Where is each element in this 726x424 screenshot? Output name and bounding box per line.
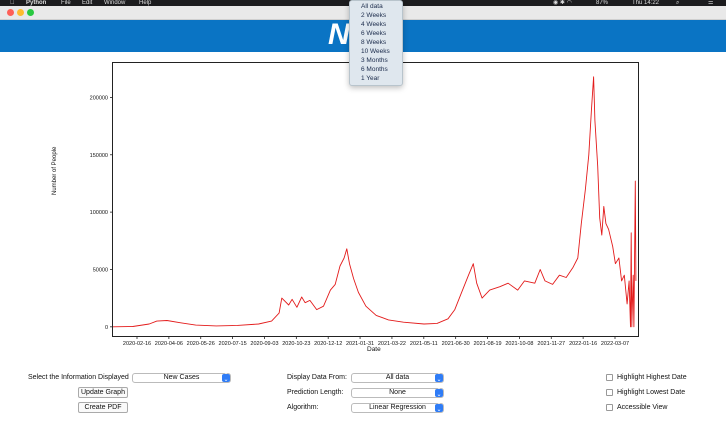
clock: Thu 14:22: [632, 0, 660, 6]
algorithm-label: Algorithm:: [287, 404, 319, 411]
y-axis-label: Number of People: [52, 146, 58, 195]
x-tick-label: 2021-11-27: [537, 341, 565, 347]
dropdown-option[interactable]: 10 Weeks: [361, 48, 390, 55]
close-window-icon[interactable]: [7, 9, 14, 16]
highlight-highest-label: Highlight Highest Date: [617, 374, 687, 381]
update-graph-button[interactable]: Update Graph: [78, 387, 128, 398]
dropdown-option[interactable]: 6 Months: [361, 66, 388, 73]
y-tick-label: 50000: [93, 267, 108, 273]
menu-file[interactable]: File: [61, 0, 71, 6]
algorithm-value: Linear Regression: [369, 404, 426, 411]
select-chevron-icon: ⌃ ⌄: [435, 403, 443, 413]
cases-series-line: [112, 76, 637, 328]
status-icons: ◉ ✱ ◠: [553, 0, 572, 6]
zoom-window-icon[interactable]: [27, 9, 34, 16]
dropdown-option[interactable]: 2 Weeks: [361, 12, 387, 19]
battery-level: 87%: [596, 0, 609, 6]
info-display-label: Select the Information Displayed: [28, 374, 129, 381]
display-from-label: Display Data From:: [287, 374, 347, 381]
dropdown-option[interactable]: All data: [361, 3, 383, 10]
x-axis-label: Date: [367, 346, 381, 353]
display-from-dropdown-menu: All data 2 Weeks 4 Weeks 6 Weeks 8 Weeks…: [349, 0, 403, 86]
x-tick-label: 2020-09-03: [250, 341, 278, 347]
menu-window[interactable]: Window: [104, 0, 126, 6]
apple-menu-icon[interactable]: : [10, 0, 15, 6]
display-from-value: All data: [385, 374, 410, 381]
y-tick-label: 150000: [90, 153, 108, 159]
menu-python[interactable]: Python: [26, 0, 47, 6]
x-tick-label: 2021-08-19: [473, 341, 501, 347]
x-tick-label: 2021-03-22: [378, 341, 406, 347]
dropdown-option[interactable]: 6 Weeks: [361, 30, 387, 37]
dropdown-option[interactable]: 8 Weeks: [361, 39, 387, 46]
plot-frame: [112, 62, 639, 337]
y-tick-label: 200000: [90, 95, 108, 101]
dropdown-option[interactable]: 4 Weeks: [361, 21, 387, 28]
x-tick-label: 2022-01-16: [569, 341, 597, 347]
x-tick-label: 2021-06-30: [442, 341, 470, 347]
x-tick-label: 2020-10-23: [282, 341, 310, 347]
prediction-length-value: None: [389, 389, 406, 396]
select-chevron-icon: ⌃ ⌄: [435, 373, 443, 383]
menu-edit[interactable]: Edit: [82, 0, 93, 6]
create-pdf-button[interactable]: Create PDF: [78, 402, 128, 413]
spotlight-icon[interactable]: ⌕: [676, 0, 680, 6]
display-from-select[interactable]: All data ⌃ ⌄: [351, 373, 444, 383]
x-tick-label: 2021-01-31: [346, 341, 374, 347]
dropdown-option[interactable]: 3 Months: [361, 57, 388, 64]
x-tick-label: 2020-04-06: [155, 341, 183, 347]
x-tick-label: 2020-07-15: [219, 341, 247, 347]
accessible-view-label: Accessible View: [617, 404, 668, 411]
select-chevron-icon: ⌃ ⌄: [222, 373, 230, 383]
info-display-value: New Cases: [163, 374, 200, 381]
x-tick-label: 2022-03-07: [601, 341, 629, 347]
minimize-window-icon[interactable]: [17, 9, 24, 16]
highlight-lowest-label: Highlight Lowest Date: [617, 389, 686, 396]
y-tick-label: 0: [105, 325, 108, 331]
menu-help[interactable]: Help: [139, 0, 152, 6]
x-tick-label: 2021-05-11: [410, 341, 438, 347]
highlight-lowest-checkbox[interactable]: [606, 389, 613, 396]
y-tick-label: 100000: [90, 210, 108, 216]
select-chevron-icon: ⌃ ⌄: [435, 388, 443, 398]
x-tick-label: 2020-05-26: [187, 341, 215, 347]
prediction-length-label: Prediction Length:: [287, 389, 344, 396]
algorithm-select[interactable]: Linear Regression ⌃ ⌄: [351, 403, 444, 413]
dropdown-option[interactable]: 1 Year: [361, 75, 380, 82]
accessible-view-checkbox[interactable]: [606, 404, 613, 411]
x-tick-label: 2021-10-08: [505, 341, 533, 347]
x-tick-label: 2020-12-12: [314, 341, 342, 347]
info-display-select[interactable]: New Cases ⌃ ⌄: [132, 373, 231, 383]
x-tick-label: 2020-02-16: [123, 341, 151, 347]
highlight-highest-checkbox[interactable]: [606, 374, 613, 381]
control-center-icon[interactable]: ☰: [708, 0, 714, 6]
prediction-length-select[interactable]: None ⌃ ⌄: [351, 388, 444, 398]
